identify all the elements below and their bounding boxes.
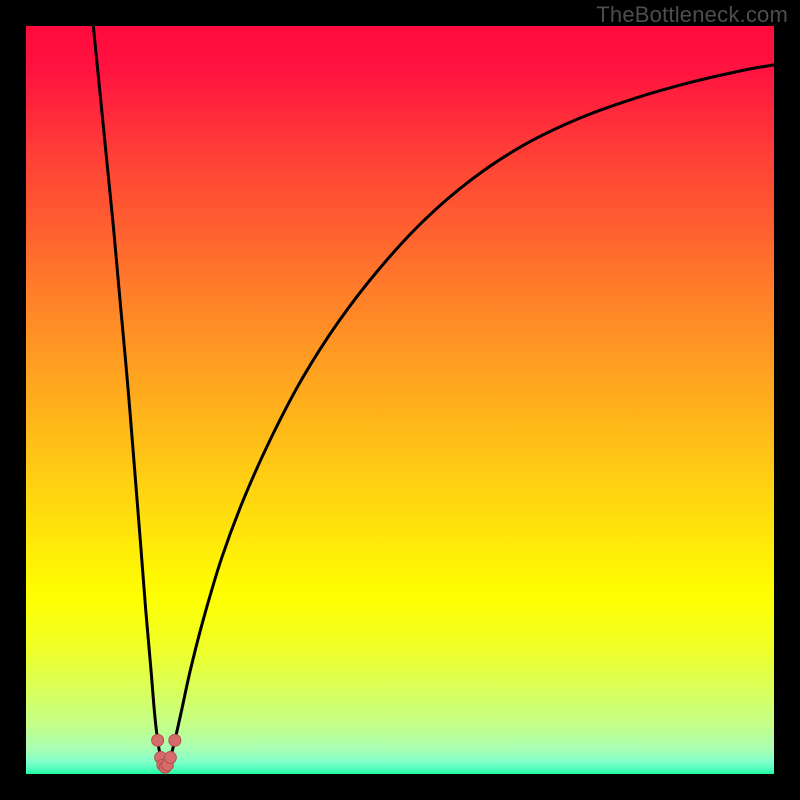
chart-root: TheBottleneck.com	[0, 0, 800, 800]
optimum-marker	[169, 734, 181, 746]
plot-background	[26, 26, 774, 774]
optimum-marker	[164, 752, 176, 764]
watermark-text: TheBottleneck.com	[596, 2, 788, 28]
chart-svg	[0, 0, 800, 800]
optimum-marker	[152, 734, 164, 746]
